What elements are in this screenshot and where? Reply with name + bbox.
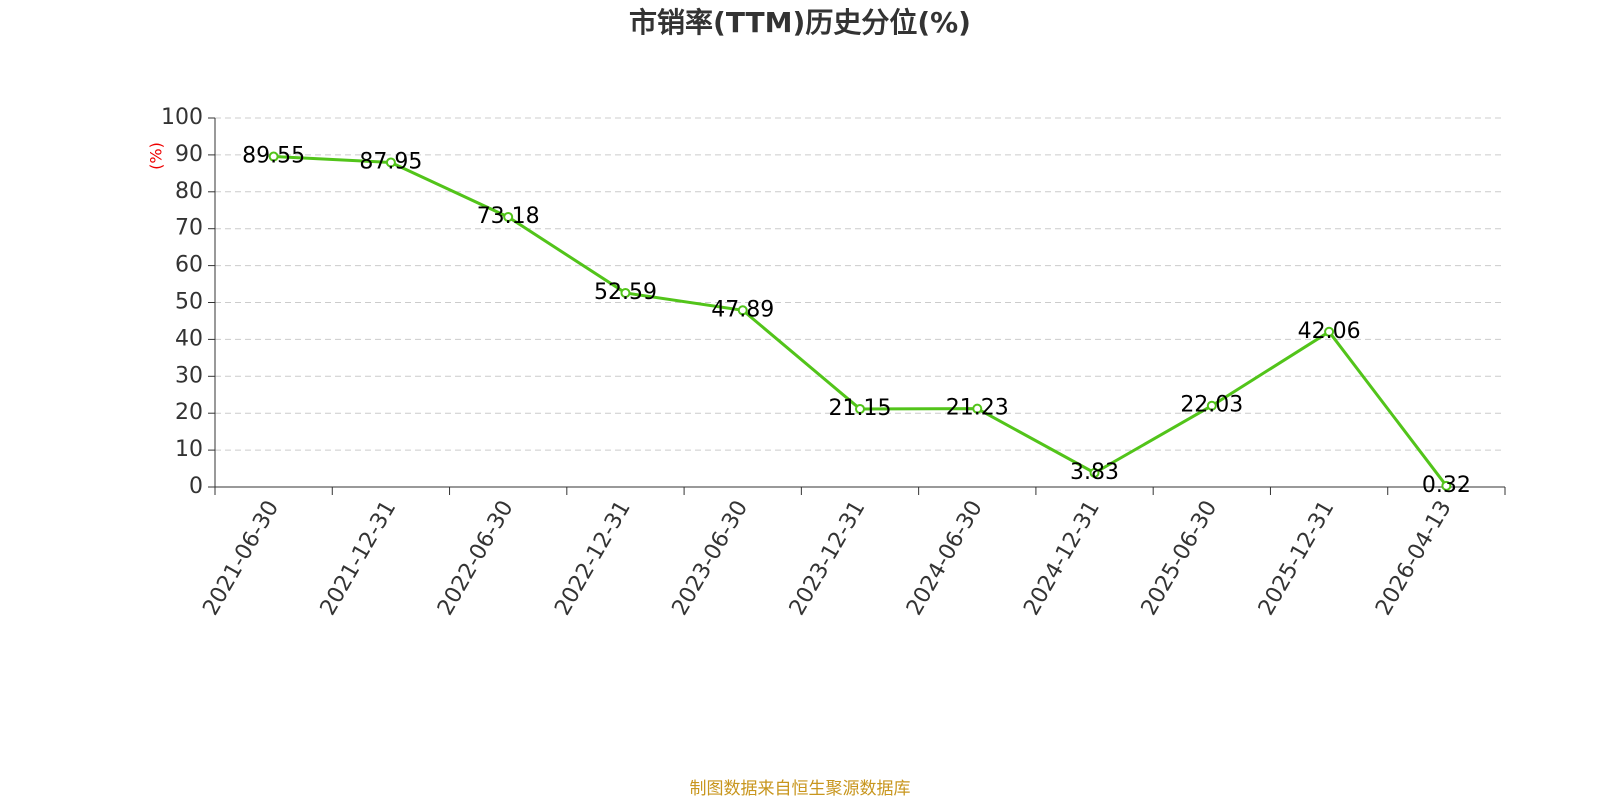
y-axis-label: (%) bbox=[147, 142, 166, 170]
data-label: 89.55 bbox=[242, 144, 305, 169]
y-tick-label: 90 bbox=[175, 142, 203, 167]
data-label: 0.32 bbox=[1422, 473, 1471, 498]
x-tick-label: 2024-06-30 bbox=[902, 497, 988, 620]
y-tick-label: 100 bbox=[161, 105, 203, 130]
y-tick-label: 30 bbox=[175, 363, 203, 388]
x-tick-label: 2025-06-30 bbox=[1137, 497, 1223, 620]
data-label: 47.89 bbox=[711, 297, 774, 322]
x-tick-label: 2021-06-30 bbox=[198, 497, 284, 620]
point bbox=[972, 403, 983, 414]
point bbox=[1324, 326, 1335, 337]
line bbox=[273, 155, 1448, 487]
y-tick-label: 20 bbox=[175, 400, 203, 425]
data-label: 52.59 bbox=[594, 280, 657, 305]
point bbox=[385, 157, 396, 168]
point bbox=[620, 287, 631, 298]
chart-title: 市销率(TTM)历史分位(%) bbox=[629, 6, 971, 39]
x-tick-label: 2025-12-31 bbox=[1254, 497, 1340, 620]
data-label: 22.03 bbox=[1180, 393, 1243, 418]
y-tick-label: 40 bbox=[175, 326, 203, 351]
point bbox=[855, 403, 865, 414]
point bbox=[1441, 480, 1452, 491]
x-tick-label: 2023-06-30 bbox=[668, 497, 754, 620]
data-label: 42.06 bbox=[1298, 319, 1361, 344]
x-tick-label: 2022-06-30 bbox=[433, 497, 519, 620]
y-tick-label: 10 bbox=[175, 437, 203, 462]
y-tick-label: 60 bbox=[175, 253, 203, 278]
data-label: 3.83 bbox=[1070, 460, 1119, 485]
point bbox=[737, 305, 748, 316]
y-tick-label: 0 bbox=[189, 474, 203, 499]
data-label: 21.23 bbox=[946, 396, 1009, 421]
data-label: 73.18 bbox=[477, 204, 540, 229]
point bbox=[503, 211, 514, 222]
point bbox=[1206, 400, 1217, 411]
x-tick-label: 2021-12-31 bbox=[316, 496, 402, 619]
data-label: 87.95 bbox=[359, 149, 422, 174]
data-label: 21.15 bbox=[829, 396, 892, 421]
source-note: 制图数据来自恒生聚源数据库 bbox=[690, 779, 911, 799]
x-tick-label: 2023-12-31 bbox=[785, 497, 871, 620]
y-tick-label: 80 bbox=[175, 179, 203, 204]
point bbox=[1089, 467, 1100, 478]
x-tick-label: 2022-12-31 bbox=[550, 497, 636, 620]
y-tick-label: 70 bbox=[175, 216, 203, 241]
x-tick-label: 2026-04-13 bbox=[1371, 497, 1457, 620]
y-tick-label: 50 bbox=[175, 290, 203, 315]
point bbox=[268, 151, 279, 162]
x-tick-label: 2024-12-31 bbox=[1019, 497, 1105, 620]
